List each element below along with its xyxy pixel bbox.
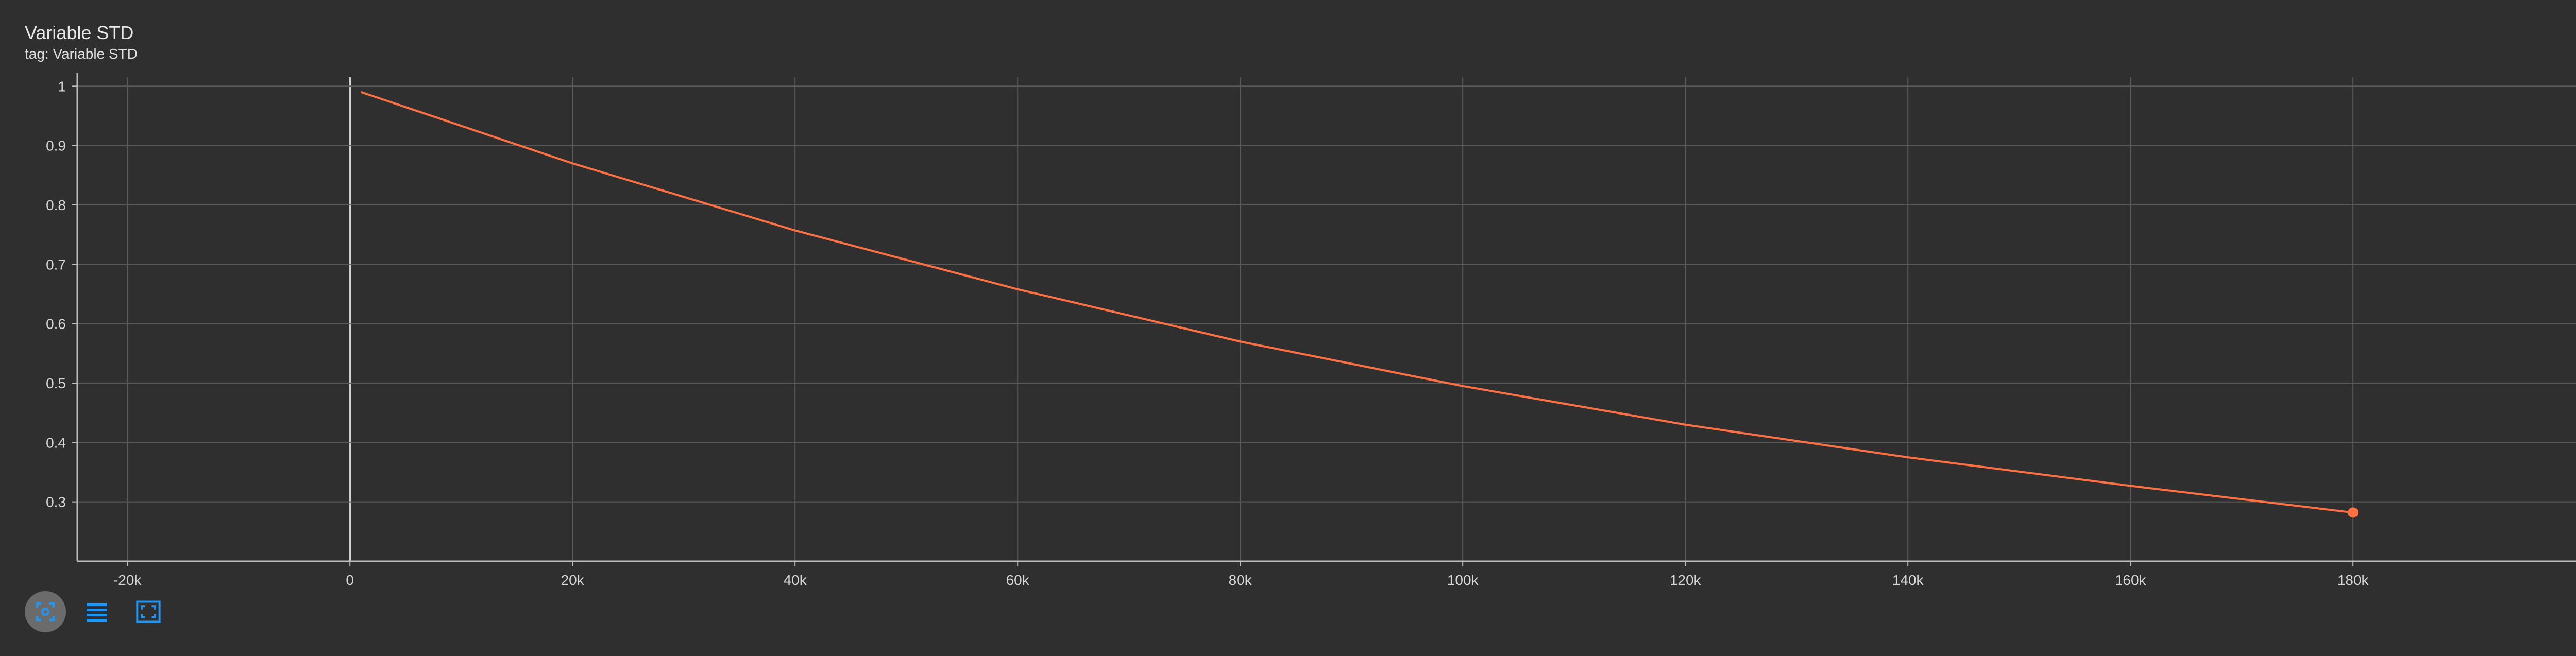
y-tick-label: 0.9	[46, 138, 66, 154]
x-tick-label: 140k	[1892, 572, 1924, 588]
y-tick-label: 1	[58, 78, 66, 94]
y-tick-label: 0.5	[46, 375, 66, 391]
data-table-icon	[87, 603, 107, 622]
x-tick-label: 100k	[1447, 572, 1479, 588]
y-tick-label: 0.4	[46, 435, 66, 451]
series-line	[361, 91, 2353, 514]
x-tick-label: 20k	[561, 572, 585, 588]
data-table-button[interactable]	[76, 591, 117, 632]
y-tick-label: 0.7	[46, 256, 66, 272]
x-tick-label: 60k	[1006, 572, 1030, 588]
y-tick-label: 0.8	[46, 197, 66, 213]
x-tick-label: 160k	[2115, 572, 2147, 588]
chart-tag: tag: Variable STD	[25, 46, 138, 62]
series-end-point	[2348, 507, 2359, 518]
x-tick-label: 180k	[2337, 572, 2369, 588]
x-tick-label: 40k	[784, 572, 807, 588]
fullscreen-icon	[136, 600, 161, 623]
x-tick-label: 80k	[1229, 572, 1252, 588]
fullscreen-button[interactable]	[128, 591, 169, 632]
fit-domain-button[interactable]	[25, 591, 66, 632]
chart-title: Variable STD	[25, 22, 134, 43]
y-tick-label: 0.3	[46, 494, 66, 510]
x-tick-label: 120k	[1670, 572, 1702, 588]
x-tick-label: -20k	[113, 572, 142, 588]
chart-toolbar	[25, 591, 169, 632]
y-tick-label: 0.6	[46, 316, 66, 332]
x-tick-label: 0	[346, 572, 354, 588]
fit-domain-icon	[36, 602, 55, 622]
